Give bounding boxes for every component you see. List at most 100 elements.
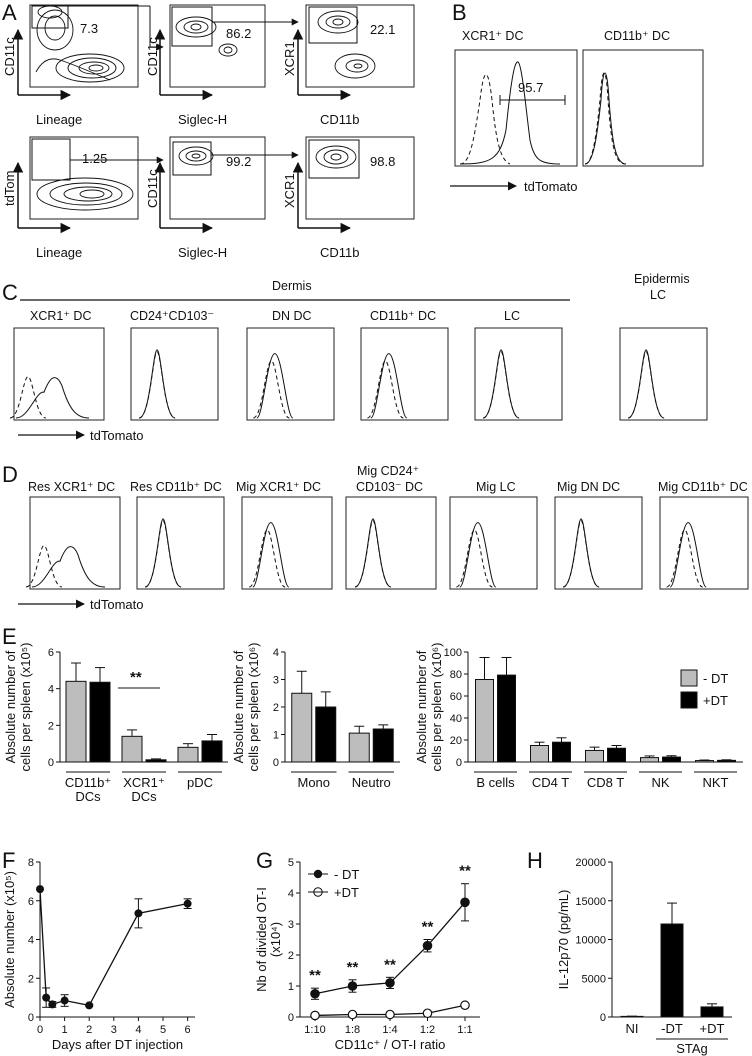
histogram-title: CD11b⁺ DC [370, 309, 436, 323]
significance-stars: ** [384, 956, 396, 973]
histogram-curve-solid [31, 546, 106, 588]
data-point [60, 996, 69, 1005]
bar [552, 741, 571, 763]
x-tick-label: NKT [703, 775, 729, 790]
gate-value: 99.2 [226, 154, 251, 169]
y-tick-label: 0 [273, 757, 279, 769]
bar-chart-e2: 0 1 2 3 4 Mono Neutro Absolute number of cells p… [231, 643, 400, 790]
bar [497, 674, 516, 763]
x-tick-label: CD11b⁺ [65, 775, 111, 790]
x-tick-label: pDC [187, 775, 213, 790]
y-tick-label: 2 [48, 720, 54, 732]
bar [315, 706, 337, 763]
histogram-curve-solid [627, 349, 665, 419]
y-tick-label: 6 [28, 896, 34, 908]
panel-d-letter: D [2, 462, 18, 487]
bar [65, 680, 87, 763]
gate-value: 7.3 [80, 21, 98, 36]
group-label-dermis: Dermis [272, 279, 312, 293]
y-tick-label: 40 [450, 713, 462, 725]
data-point [42, 993, 51, 1002]
y-tick-label: 0 [48, 757, 54, 769]
histogram-curve-solid [144, 518, 182, 588]
y-tick-label: 1 [288, 981, 294, 993]
x-tick-label: B cells [476, 775, 515, 790]
histogram-curve-dashed [253, 360, 290, 419]
group-label: STAg [676, 1041, 708, 1056]
y-tick-label: 8 [28, 857, 34, 869]
y-axis-label: (x10⁴) [268, 922, 283, 957]
y-tick-label: 60 [450, 691, 462, 703]
y-axis-label: CD11c [145, 169, 160, 208]
y-axis-label: Nb of divided OT-I [254, 887, 269, 992]
y-tick-label: 2 [288, 950, 294, 962]
significance-stars: ** [422, 919, 434, 936]
histogram-curve-dashed [666, 529, 703, 588]
data-point [48, 1000, 57, 1009]
data-point [134, 909, 143, 918]
y-tick-label: 5000 [582, 973, 606, 985]
x-axis-label: CD11c⁺ / OT-I ratio [335, 1037, 446, 1052]
x-axis-label: CD11b [320, 112, 360, 127]
panel-b-letter: B [452, 0, 467, 25]
histogram-row-d: Res XCR1⁺ DC Res CD11b⁺ DC Mig XCR1⁺ DC Mig… [25, 464, 749, 590]
x-tick-label: DCs [75, 789, 101, 804]
bar [201, 740, 223, 763]
x-tick-label: 1:1 [457, 1024, 472, 1036]
y-tick-label: 0 [456, 757, 462, 769]
y-tick-label: 6 [48, 647, 54, 659]
y-tick-label: 2 [273, 702, 279, 714]
panel-h-letter: H [527, 848, 543, 873]
y-tick-label: 5 [288, 857, 294, 869]
gate-value: 86.2 [226, 26, 251, 41]
legend-label: +DT [334, 885, 359, 900]
bar [372, 728, 394, 763]
group-label-epidermis: Epidermis [634, 272, 690, 286]
y-axis-label: cells per spleen (x10⁵) [18, 643, 33, 772]
x-tick-label: XCR1⁺ [123, 775, 165, 790]
histogram-curve-dashed [584, 72, 626, 165]
panel-g: G 0 1 2 3 4 5 1:10 1:8 1:4 1:2 1:1 ** ** ** ** ** - DT +D… [254, 848, 480, 1052]
data-point [460, 897, 470, 908]
y-tick-label: 0 [600, 1012, 606, 1024]
histogram-frame [130, 327, 219, 421]
histogram-curve-solid [459, 522, 497, 588]
histogram-curve-solid [15, 377, 90, 419]
histogram-frame [474, 327, 563, 421]
y-tick-label: 100 [444, 647, 462, 659]
x-axis-label: Siglec-H [178, 245, 227, 260]
y-tick-label: 20 [450, 735, 462, 747]
bar [475, 679, 494, 763]
bar [700, 1006, 724, 1018]
gate-value: 22.1 [370, 22, 395, 37]
significance-stars: ** [309, 967, 321, 984]
x-tick-label: CD8 T [587, 775, 624, 790]
bar [662, 756, 681, 763]
data-point [422, 940, 433, 951]
significance-stars: ** [130, 669, 142, 686]
histogram-curve-dashed [248, 529, 286, 588]
histogram-curve-solid [354, 518, 392, 588]
y-axis-label: Absolute number of [414, 650, 429, 763]
series-line [39, 889, 188, 1007]
y-axis-label: CD11c [2, 37, 17, 76]
x-tick-label: Mono [297, 775, 330, 790]
contour-density [175, 16, 238, 57]
bar [640, 757, 659, 763]
y-tick-label: 4 [28, 935, 34, 947]
data-point [85, 1001, 94, 1010]
panel-a-letter: A [2, 0, 17, 25]
contour-density [36, 177, 134, 211]
y-axis-label: CD11c [145, 37, 160, 76]
histogram-title: Mig XCR1⁺ DC [236, 480, 321, 494]
legend-label: - DT [334, 867, 359, 882]
x-tick-label: 3 [111, 1024, 117, 1036]
histogram-frame [619, 327, 708, 421]
histogram-title: Mig LC [476, 480, 516, 494]
x-tick-label: NK [651, 775, 669, 790]
data-point [385, 978, 395, 988]
histogram-title: XCR1⁺ DC [30, 309, 91, 323]
